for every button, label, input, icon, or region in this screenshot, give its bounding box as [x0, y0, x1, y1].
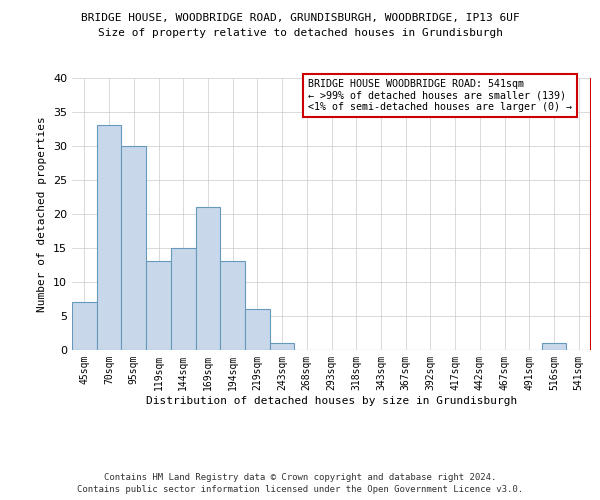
Text: Contains public sector information licensed under the Open Government Licence v3: Contains public sector information licen…	[77, 485, 523, 494]
Bar	[542, 343, 566, 350]
Bar	[121, 146, 146, 350]
Bar	[220, 262, 245, 350]
X-axis label: Distribution of detached houses by size in Grundisburgh: Distribution of detached houses by size …	[146, 396, 517, 406]
Bar	[171, 248, 196, 350]
Text: BRIDGE HOUSE, WOODBRIDGE ROAD, GRUNDISBURGH, WOODBRIDGE, IP13 6UF: BRIDGE HOUSE, WOODBRIDGE ROAD, GRUNDISBU…	[80, 12, 520, 22]
Text: BRIDGE HOUSE WOODBRIDGE ROAD: 541sqm
← >99% of detached houses are smaller (139): BRIDGE HOUSE WOODBRIDGE ROAD: 541sqm ← >…	[308, 79, 572, 112]
Bar	[270, 343, 295, 350]
Text: Contains HM Land Registry data © Crown copyright and database right 2024.: Contains HM Land Registry data © Crown c…	[104, 472, 496, 482]
Bar	[196, 207, 220, 350]
Text: Size of property relative to detached houses in Grundisburgh: Size of property relative to detached ho…	[97, 28, 503, 38]
Y-axis label: Number of detached properties: Number of detached properties	[37, 116, 47, 312]
Bar	[245, 309, 270, 350]
Bar	[72, 302, 97, 350]
Bar	[146, 262, 171, 350]
Bar	[97, 125, 121, 350]
